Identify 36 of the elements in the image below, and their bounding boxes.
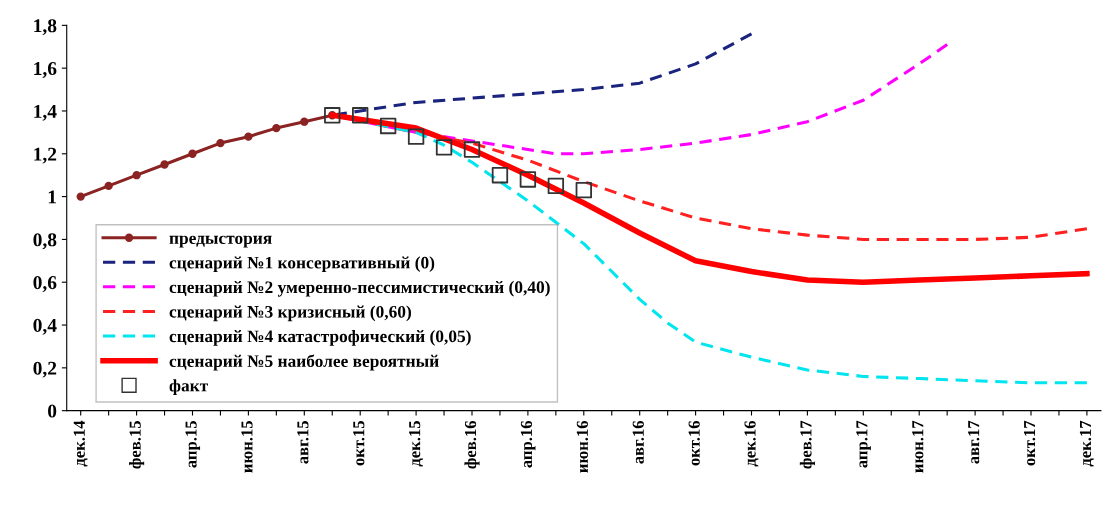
x-tick-label: фев.15 xyxy=(129,421,145,469)
legend-label: сценарий №2 умеренно-пессимистический (0,40) xyxy=(169,280,550,297)
y-tick-label: 1,4 xyxy=(34,104,57,121)
legend-label: факт xyxy=(169,379,209,396)
x-tick-label: фев.17 xyxy=(799,420,815,469)
y-tick-label: 0,2 xyxy=(33,361,57,378)
x-tick-label: июн.17 xyxy=(912,420,924,473)
y-tick-label: 1 xyxy=(48,190,56,204)
x-tick-label: апр.17 xyxy=(856,420,871,468)
x-tick-label: окт.16 xyxy=(688,420,700,466)
legend-label: сценарий №5 наиболее вероятный xyxy=(169,354,439,371)
x-tick-label: авг.15 xyxy=(297,421,309,464)
legend-label: сценарий №3 кризисный (0,60) xyxy=(169,305,411,322)
x-tick-label: дек.14 xyxy=(73,420,88,467)
legend-label: сценарий №4 катастрофический (0,05) xyxy=(169,329,471,346)
x-tick-label: апр.15 xyxy=(185,421,201,468)
x-tick-label: окт.17 xyxy=(1024,420,1036,466)
x-tick-label: июн.16 xyxy=(576,420,589,473)
x-tick-label: фев.16 xyxy=(464,420,480,469)
x-tick-label: апр.16 xyxy=(520,420,536,468)
x-tick-label: авг.17 xyxy=(968,420,980,464)
y-tick-label: 0,6 xyxy=(33,276,57,292)
legend-label: сценарий №1 консервативный (0) xyxy=(169,256,435,273)
y-tick-label: 1,2 xyxy=(34,147,57,164)
x-tick-label: авг.16 xyxy=(632,420,644,464)
x-tick-label: дек.16 xyxy=(744,420,759,467)
x-tick-label: июн.15 xyxy=(241,421,253,473)
y-tick-label: 0 xyxy=(48,404,57,418)
x-tick-label: окт.15 xyxy=(353,421,365,466)
y-tick-label: 0,8 xyxy=(33,233,57,250)
y-tick-label: 1,8 xyxy=(34,19,57,36)
y-tick-label: 0,4 xyxy=(33,318,57,335)
y-tick-label: 1,6 xyxy=(34,62,57,78)
x-tick-label: дек.15 xyxy=(409,421,423,467)
legend-label: предыстория xyxy=(169,235,272,248)
x-tick-label: дек.17 xyxy=(1079,420,1094,467)
